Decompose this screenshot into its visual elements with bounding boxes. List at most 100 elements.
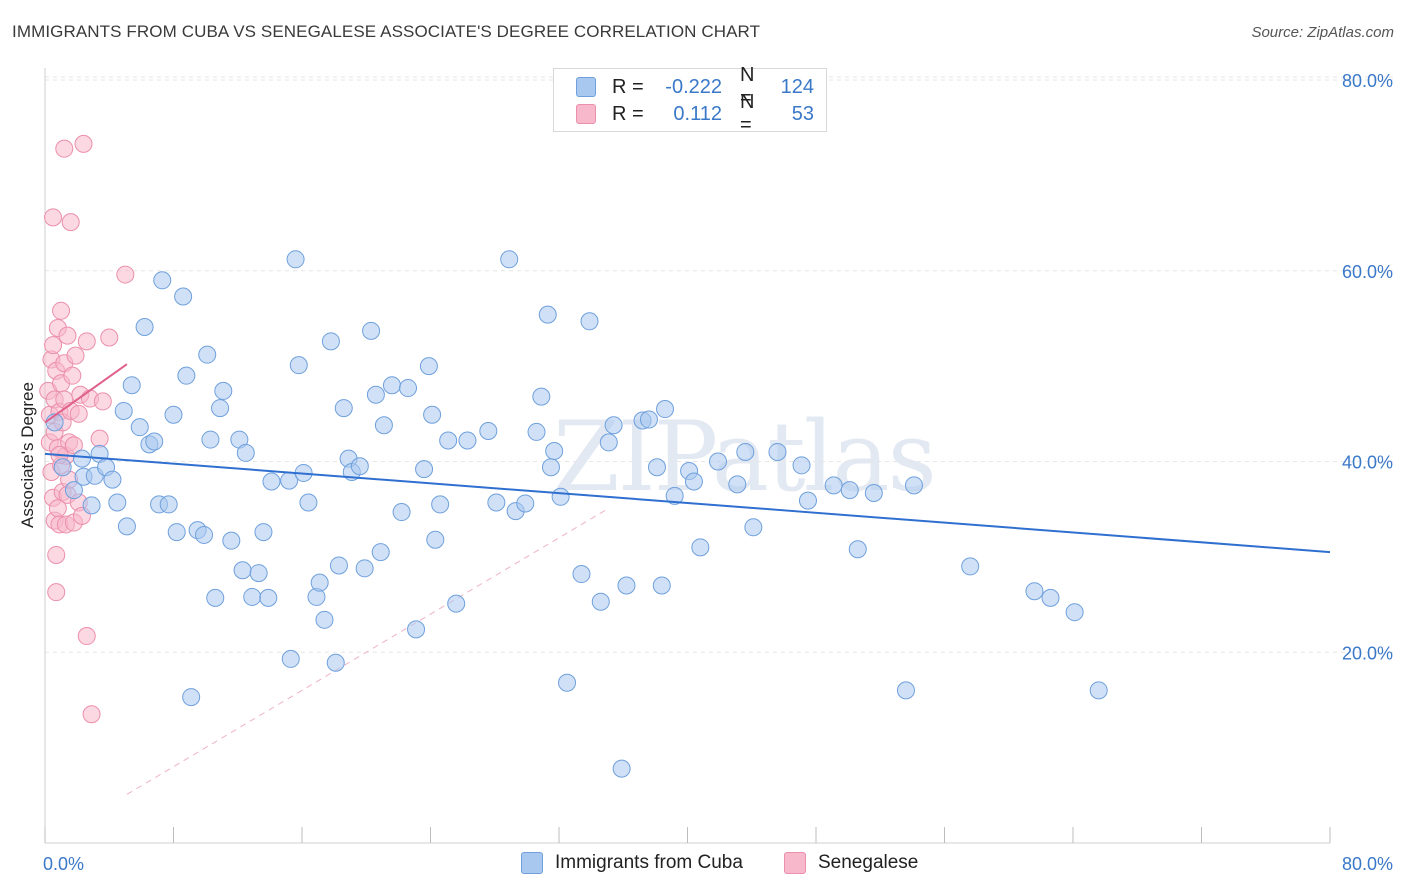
cuba-point	[500, 250, 519, 269]
cuba-point	[289, 356, 308, 375]
senegalese-trend-line	[44, 363, 128, 424]
senegalese-point	[63, 366, 82, 385]
r-value: -0.222	[665, 75, 722, 98]
cuba-point	[167, 523, 186, 542]
cuba-point	[310, 573, 329, 592]
trend-lines	[44, 363, 1331, 554]
n-value: 124	[780, 75, 814, 98]
legend-label: Immigrants from Cuba	[555, 852, 743, 873]
cuba-point	[728, 475, 747, 494]
stats-legend: R = -0.222 N = 124 R = 0.112 N = 53	[553, 64, 827, 136]
n-value: 53	[791, 102, 814, 125]
senegalese-point	[44, 336, 63, 355]
senegalese-point	[77, 627, 96, 646]
cuba-point	[551, 487, 570, 506]
cuba-points	[45, 250, 1108, 778]
cuba-point	[864, 483, 883, 502]
legend-label: Senegalese	[818, 852, 919, 873]
cuba-point	[214, 381, 233, 400]
legend-item-senegalese: Senegalese	[784, 852, 918, 874]
legend-row-cuba: R = -0.222 N = 124	[576, 64, 814, 109]
cuba-point	[580, 312, 599, 331]
cuba-point	[198, 345, 217, 364]
cuba-point	[647, 458, 666, 477]
cuba-swatch	[521, 852, 543, 874]
cuba-point	[639, 410, 658, 429]
cuba-point	[382, 376, 401, 395]
cuba-point	[904, 476, 923, 495]
cuba-point	[211, 399, 230, 418]
cuba-point	[159, 495, 178, 514]
senegalese-point	[61, 213, 80, 232]
cuba-point	[392, 503, 411, 522]
cuba-point	[516, 494, 535, 513]
cuba-point	[545, 442, 564, 461]
senegalese-point	[77, 332, 96, 351]
cuba-point	[249, 564, 268, 583]
cuba-point	[195, 525, 214, 544]
cuba-point	[423, 405, 442, 424]
cuba-point	[374, 416, 393, 435]
cuba-point	[262, 472, 281, 491]
cuba-point	[538, 305, 557, 324]
r-label: R =	[612, 102, 644, 125]
cuba-point	[407, 620, 426, 639]
x-tick-label: 80.0%	[1342, 854, 1393, 874]
cuba-point	[329, 556, 348, 575]
cuba-trend-line	[44, 452, 1331, 554]
cuba-point	[439, 431, 458, 450]
cuba-point	[259, 588, 278, 607]
cuba-point	[174, 287, 193, 306]
reference-line	[126, 508, 608, 795]
senegalese-point	[44, 208, 63, 227]
senegalese-point	[64, 436, 83, 455]
cuba-point	[709, 452, 728, 471]
y-tick-label: 40.0%	[1342, 453, 1393, 473]
cuba-point	[286, 250, 305, 269]
cuba-point	[612, 759, 631, 778]
diagonal-reference-line	[126, 508, 608, 795]
y-tick-label: 20.0%	[1342, 643, 1393, 663]
legend-item-cuba: Immigrants from Cuba	[521, 852, 743, 874]
cuba-point	[591, 592, 610, 611]
senegalese-point	[82, 705, 101, 724]
senegalese-point	[47, 545, 66, 564]
cuba-point	[840, 481, 859, 500]
cuba-point	[558, 673, 577, 692]
cuba-point	[153, 271, 172, 290]
cuba-point	[1089, 681, 1108, 700]
cuba-point	[684, 472, 703, 491]
senegalese-point	[69, 404, 88, 423]
cuba-point	[527, 422, 546, 441]
senegalese-point	[47, 583, 66, 602]
senegalese-points	[39, 134, 135, 724]
cuba-point	[315, 610, 334, 629]
n-label: N =	[740, 91, 755, 136]
n-label: N =	[740, 64, 755, 109]
cuba-point	[487, 493, 506, 512]
cuba-point	[222, 531, 241, 550]
cuba-point	[326, 653, 345, 672]
x-tick-label: 0.0%	[43, 854, 84, 874]
tick-labels: 20.0% 40.0% 60.0% 80.0% 0.0% 80.0%	[43, 71, 1393, 874]
cuba-point	[182, 688, 201, 707]
cuba-point	[371, 543, 390, 562]
senegalese-point	[74, 134, 93, 153]
cuba-point	[362, 321, 381, 340]
cuba-point	[426, 530, 445, 549]
senegalese-point	[58, 326, 77, 345]
cuba-point	[243, 587, 262, 606]
cuba-point	[768, 442, 787, 461]
cuba-point	[798, 491, 817, 510]
cuba-point	[201, 430, 220, 449]
senegalese-swatch	[576, 104, 596, 124]
cuba-point	[177, 366, 196, 385]
cuba-point	[431, 495, 450, 514]
cuba-point	[665, 486, 684, 505]
senegalese-point	[100, 328, 119, 347]
cuba-point	[334, 399, 353, 418]
r-value: 0.112	[673, 102, 722, 125]
y-tick-label: 80.0%	[1342, 71, 1393, 91]
cuba-point	[114, 401, 133, 420]
